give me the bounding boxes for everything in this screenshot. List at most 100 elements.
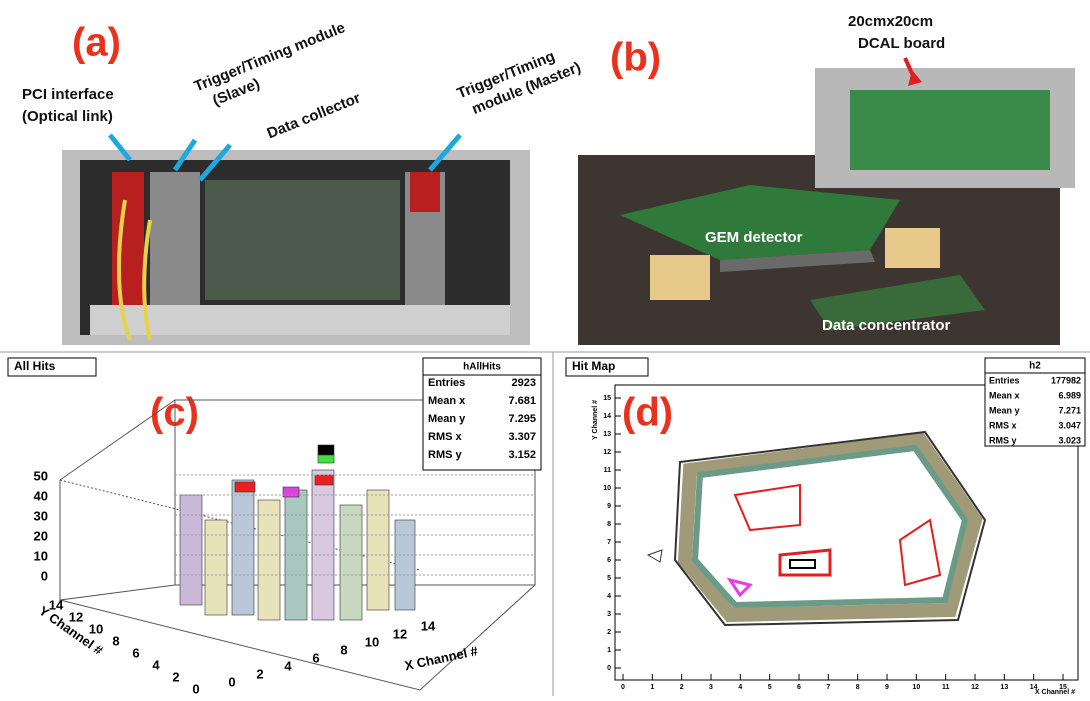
x-tick-label: 10	[912, 684, 920, 691]
y-tick-label: 10	[603, 485, 611, 492]
stats-label: Mean y	[989, 405, 1020, 415]
x-tick-label: 2	[680, 684, 684, 691]
axis-title: Y Channel #	[592, 400, 599, 440]
annotation: (Optical link)	[22, 108, 113, 125]
x-tick-label: 2	[256, 666, 263, 681]
x-tick-label: 15	[1059, 684, 1067, 691]
x-tick-label: 6	[312, 650, 319, 665]
x-tick-label: 4	[284, 658, 292, 673]
x-tick-label: 12	[971, 684, 979, 691]
x-tick-label: 8	[340, 642, 347, 657]
y-tick-label: 11	[604, 467, 612, 474]
annotation: Data concentrator	[822, 317, 951, 334]
y-tick-label: 10	[89, 621, 103, 636]
y-tick-label: 6	[607, 557, 611, 564]
stats-value: 3.047	[1058, 420, 1081, 430]
x-tick-label: 3	[709, 684, 713, 691]
plot-title: All Hits	[14, 359, 56, 373]
stats-value: 2923	[512, 377, 536, 389]
stats-label: Mean x	[989, 390, 1020, 400]
z-tick-label: 40	[34, 488, 48, 503]
stats-label: RMS x	[989, 420, 1017, 430]
annotation: PCI interface	[22, 86, 114, 103]
y-tick-label: 0	[192, 681, 199, 696]
z-tick-label: 50	[34, 468, 48, 483]
y-tick-label: 0	[607, 665, 611, 672]
y-tick-label: 2	[172, 669, 179, 684]
lego-bars	[179, 444, 416, 621]
stats-name: h2	[1029, 361, 1041, 372]
panel-label: (a)	[72, 21, 121, 65]
plot-title: Hit Map	[572, 359, 615, 373]
x-tick-label: 10	[365, 634, 379, 649]
y-tick-label: 7	[607, 539, 611, 546]
x-tick-label: 6	[797, 684, 801, 691]
x-tick-label: 12	[393, 626, 407, 641]
stats-value: 7.295	[508, 413, 536, 425]
stats-value: 3.307	[508, 431, 536, 443]
y-tick-label: 8	[607, 521, 611, 528]
x-tick-label: 5	[768, 684, 772, 691]
y-tick-label: 12	[69, 609, 83, 624]
annotation: DCAL board	[858, 35, 945, 52]
stats-value: 7.681	[508, 395, 536, 407]
stats-value: 3.152	[508, 449, 536, 461]
y-tick-label: 4	[152, 657, 160, 672]
panel-label: (c)	[150, 391, 199, 435]
y-tick-label: 6	[132, 645, 139, 660]
y-tick-label: 15	[603, 395, 611, 402]
z-tick-label: 20	[34, 528, 48, 543]
stats-value: 177982	[1051, 375, 1081, 385]
x-tick-label: 9	[885, 684, 889, 691]
x-tick-label: 0	[228, 674, 235, 689]
panel-label: (d)	[622, 391, 673, 435]
y-tick-label: 9	[607, 503, 611, 510]
title-box	[7, 357, 97, 377]
stats-value: 6.989	[1058, 390, 1081, 400]
stats-label: RMS y	[989, 435, 1017, 445]
panel-label: (b)	[610, 36, 661, 80]
arrows	[108, 133, 462, 182]
axis-title: X Channel #	[1035, 689, 1075, 696]
stats-label: Mean x	[428, 395, 466, 407]
photo-a	[62, 150, 530, 345]
panel-d: Hit Map (d) h2 X Channel # Y Channel #	[565, 357, 1086, 696]
stats-label: RMS y	[428, 449, 463, 461]
annotation: 20cmx20cm	[848, 13, 933, 30]
stats-value: 3.023	[1058, 435, 1081, 445]
y-tick-label: 8	[112, 633, 119, 648]
stats-name: hAllHits	[463, 362, 501, 373]
stats-box	[422, 357, 542, 471]
x-tick-label: 8	[856, 684, 860, 691]
y-tick-label: 14	[49, 597, 64, 612]
z-tick-label: 10	[34, 548, 48, 563]
y-tick-label: 3	[607, 611, 611, 618]
contours	[646, 430, 987, 627]
x-tick-label: 7	[826, 684, 830, 691]
x-tick-label: 4	[738, 684, 742, 691]
y-tick-label: 5	[607, 575, 611, 582]
y-tick-label: 13	[603, 431, 611, 438]
y-tick-label: 12	[603, 449, 611, 456]
annotation: GEM detector	[705, 229, 803, 246]
stats-label: RMS x	[428, 431, 463, 443]
z-tick-label: 0	[41, 568, 48, 583]
axis-title: X Channel #	[403, 643, 480, 673]
y-tick-label: 14	[603, 413, 611, 420]
title-box	[565, 357, 649, 377]
x-tick-label: 0	[621, 684, 625, 691]
stats-label: Mean y	[428, 413, 466, 425]
stats-label: Entries	[989, 375, 1020, 385]
photo-b	[578, 57, 1075, 345]
y-tick-label: 4	[607, 593, 611, 600]
x-tick-label: 11	[942, 684, 950, 691]
z-tick-label: 30	[34, 508, 48, 523]
y-tick-label: 1	[607, 647, 611, 654]
annotation: Trigger/Timing module	[192, 19, 348, 95]
annotation: Data collector	[265, 89, 363, 142]
x-tick-label: 14	[421, 618, 436, 633]
x-tick-label: 1	[650, 684, 654, 691]
y-tick-label: 2	[607, 629, 611, 636]
stats-value: 7.271	[1058, 405, 1081, 415]
